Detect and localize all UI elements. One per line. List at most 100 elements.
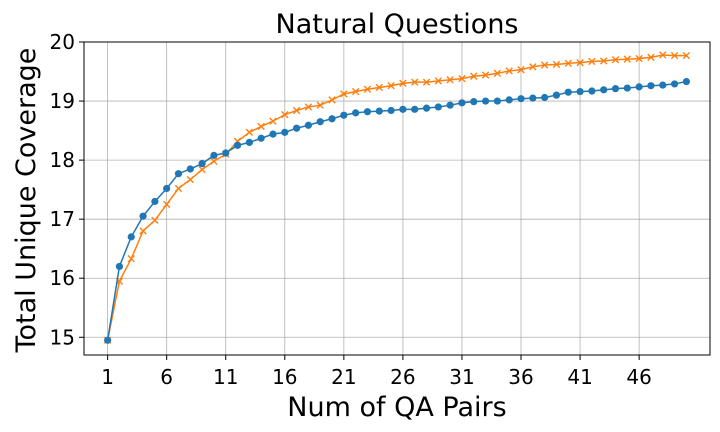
data-point bbox=[564, 59, 572, 67]
data-point bbox=[422, 104, 431, 112]
data-point bbox=[635, 83, 643, 91]
data-point bbox=[670, 51, 679, 60]
data-point bbox=[588, 87, 596, 95]
series-line bbox=[106, 54, 687, 341]
data-point bbox=[422, 78, 431, 86]
data-point bbox=[363, 108, 372, 116]
data-point bbox=[174, 184, 183, 193]
data-point bbox=[552, 60, 561, 69]
data-point bbox=[659, 81, 667, 89]
x-axis-label: Num of QA Pairs bbox=[287, 392, 506, 423]
data-point bbox=[434, 103, 442, 111]
x-tick-label: 21 bbox=[331, 365, 356, 389]
data-point bbox=[541, 93, 549, 102]
data-point bbox=[281, 128, 289, 136]
data-point bbox=[127, 255, 135, 263]
data-point bbox=[399, 79, 407, 88]
data-point bbox=[163, 184, 171, 193]
data-point bbox=[470, 98, 478, 106]
data-point bbox=[198, 165, 206, 174]
data-point bbox=[682, 51, 691, 60]
data-point bbox=[340, 90, 348, 98]
y-tick-label: 19 bbox=[50, 89, 75, 113]
grid bbox=[84, 41, 710, 355]
data-point bbox=[493, 69, 502, 77]
data-point bbox=[375, 107, 383, 115]
data-point bbox=[564, 88, 572, 96]
data-point bbox=[316, 118, 324, 126]
data-point bbox=[269, 130, 277, 138]
x-tick-label: 16 bbox=[272, 365, 297, 389]
x-tick-label: 1 bbox=[101, 365, 114, 389]
data-point bbox=[635, 54, 643, 63]
data-point bbox=[162, 200, 171, 209]
data-point bbox=[540, 61, 549, 69]
data-point bbox=[257, 134, 265, 142]
data-point bbox=[670, 80, 679, 88]
data-point bbox=[387, 82, 395, 90]
data-point bbox=[552, 91, 561, 99]
chart-title: Natural Questions bbox=[276, 9, 519, 40]
data-point bbox=[446, 76, 454, 84]
data-point bbox=[517, 66, 525, 74]
y-tick-label: 20 bbox=[50, 30, 75, 54]
data-point bbox=[647, 82, 655, 90]
data-point bbox=[458, 74, 466, 83]
data-point bbox=[682, 77, 690, 86]
data-point bbox=[529, 63, 537, 71]
y-tick-label: 16 bbox=[50, 266, 75, 290]
data-point bbox=[245, 128, 254, 137]
y-tick-label: 17 bbox=[50, 207, 75, 231]
x-tick-label: 6 bbox=[160, 365, 173, 389]
data-point bbox=[387, 106, 395, 115]
data-point bbox=[411, 105, 419, 113]
data-point bbox=[458, 99, 466, 107]
data-point bbox=[115, 262, 124, 271]
x-tick-label: 11 bbox=[213, 365, 238, 389]
data-point bbox=[304, 103, 313, 111]
data-point bbox=[127, 233, 135, 241]
x-tick-label: 46 bbox=[626, 365, 651, 389]
data-point bbox=[245, 138, 253, 146]
y-tick-label: 18 bbox=[50, 148, 75, 172]
data-point bbox=[151, 197, 159, 206]
data-point bbox=[233, 141, 242, 149]
data-point bbox=[293, 124, 301, 132]
data-point bbox=[470, 72, 478, 80]
data-point bbox=[600, 57, 608, 65]
data-point bbox=[210, 157, 218, 165]
data-point bbox=[576, 88, 584, 96]
x-tick-label: 41 bbox=[567, 365, 592, 389]
data-point bbox=[623, 55, 632, 63]
data-point bbox=[104, 336, 112, 344]
data-point bbox=[186, 165, 194, 173]
series-group bbox=[103, 51, 691, 344]
data-point bbox=[647, 53, 655, 62]
data-point bbox=[623, 84, 631, 92]
data-point bbox=[600, 86, 608, 94]
data-point bbox=[505, 67, 513, 75]
data-point bbox=[304, 121, 313, 129]
data-point bbox=[611, 56, 620, 64]
data-point bbox=[352, 109, 360, 117]
series-circle-marker bbox=[104, 77, 690, 344]
data-point bbox=[375, 83, 383, 92]
data-point bbox=[316, 101, 324, 109]
data-point bbox=[505, 96, 513, 104]
data-point bbox=[269, 117, 277, 125]
data-point bbox=[576, 58, 584, 67]
data-point bbox=[174, 170, 183, 178]
data-point bbox=[399, 105, 407, 113]
data-point bbox=[198, 160, 206, 168]
data-point bbox=[588, 57, 596, 66]
x-tick-label: 26 bbox=[390, 365, 415, 389]
series-x-marker bbox=[103, 51, 691, 344]
x-tick-label: 36 bbox=[508, 365, 533, 389]
data-point bbox=[493, 97, 501, 105]
data-point bbox=[340, 111, 348, 119]
data-point bbox=[292, 106, 301, 115]
data-point bbox=[139, 212, 147, 220]
data-point bbox=[210, 151, 218, 159]
